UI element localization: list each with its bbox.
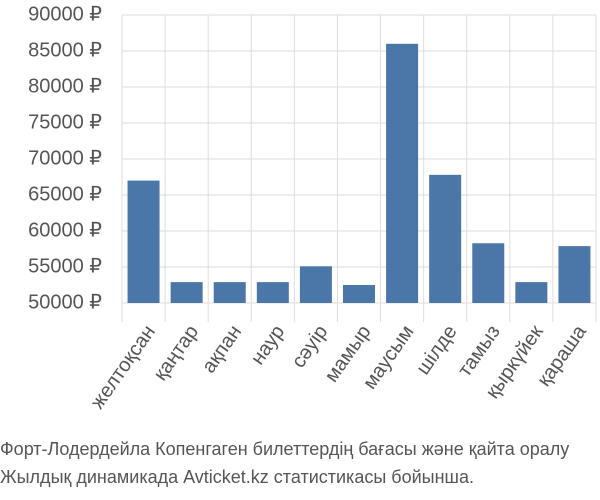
x-tick-label: сәуір — [288, 321, 333, 372]
bar — [213, 282, 246, 303]
y-tick-label: 85000 ₽ — [28, 39, 102, 61]
caption-line: Форт-Лодердейла Копенгаген билеттердің б… — [0, 439, 569, 459]
y-tick-label: 75000 ₽ — [28, 111, 102, 133]
bar — [127, 180, 160, 303]
y-tick-label: 55000 ₽ — [28, 255, 102, 277]
bar — [472, 243, 505, 303]
bar — [256, 282, 289, 303]
bar — [386, 43, 419, 304]
bar — [558, 246, 591, 303]
y-tick-label: 70000 ₽ — [28, 147, 102, 169]
bar — [170, 282, 203, 303]
y-tick-label: 80000 ₽ — [28, 75, 102, 97]
bar — [343, 285, 375, 303]
caption-line: Жылдық динамикада Avticket.kz статистика… — [0, 467, 474, 487]
bar — [429, 174, 462, 303]
y-tick-label: 90000 ₽ — [28, 3, 102, 25]
x-tick-label: желтоқсан — [87, 321, 160, 413]
x-tick-label: ақпан — [198, 321, 246, 377]
y-tick-label: 60000 ₽ — [28, 219, 102, 241]
x-tick-label: наур — [247, 321, 290, 369]
bar — [299, 266, 332, 303]
bar — [515, 282, 548, 303]
y-tick-label: 65000 ₽ — [28, 183, 102, 205]
x-tick-label: қаңтар — [149, 321, 203, 384]
y-tick-label: 50000 ₽ — [28, 291, 102, 313]
x-tick-label: шілде — [412, 321, 462, 379]
